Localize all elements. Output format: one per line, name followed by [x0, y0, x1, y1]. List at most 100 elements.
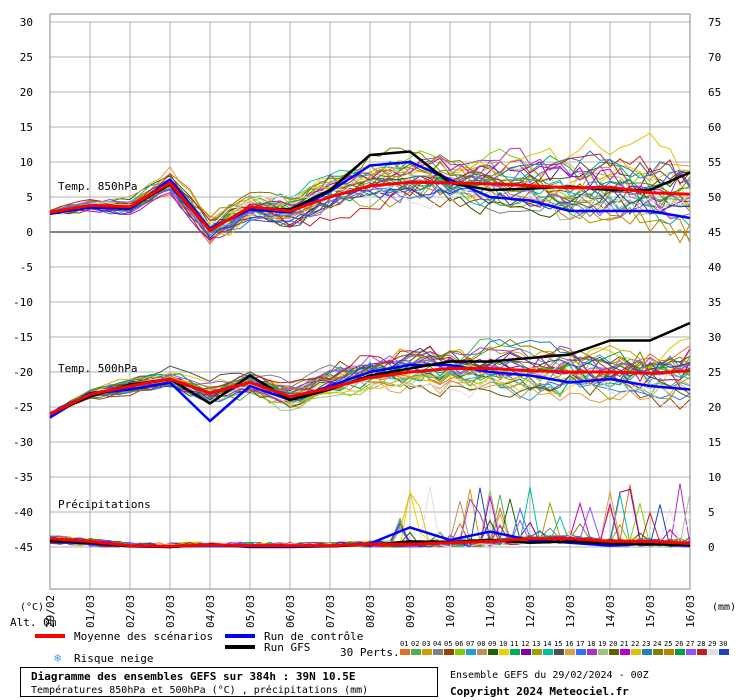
member-t500-line: [49, 345, 691, 416]
x-tick-date: 08/03: [364, 595, 377, 628]
x-tick-date: 13/03: [564, 595, 577, 628]
legend-pert-number: 16: [565, 640, 573, 648]
legend-pert-swatch: [444, 649, 454, 655]
legend-pert-swatch: [719, 649, 729, 655]
y-tick-right: 65: [708, 86, 721, 99]
legend-pert-number: 10: [499, 640, 507, 648]
series-t850-line: [49, 180, 691, 233]
legend-snow-label: Risque neige: [74, 652, 153, 665]
legend-pert-number: 22: [631, 640, 639, 648]
x-tick-date: 01/03: [84, 595, 97, 628]
label-t850: Temp. 850hPa: [58, 180, 137, 193]
x-tick-date: 02/03: [124, 595, 137, 628]
x-tick-date: 16/03: [684, 595, 697, 628]
footer-title: Diagramme des ensembles GEFS sur 384h : …: [31, 670, 356, 683]
legend-pert-swatch: [664, 649, 674, 655]
x-tick-date: 07/03: [324, 595, 337, 628]
legend-pert-swatch: [642, 649, 652, 655]
member-t500-line: [49, 347, 691, 415]
legend-pert-swatch: [587, 649, 597, 655]
run-info: Ensemble GEFS du 29/02/2024 - 00Z: [450, 670, 649, 681]
y-tick-right: 70: [708, 51, 721, 64]
y-tick-right: 0: [708, 541, 715, 554]
legend-pert-swatch: [609, 649, 619, 655]
y-tick-left: -35: [13, 471, 33, 484]
y-tick-right: 40: [708, 261, 721, 274]
plot-frame: [49, 13, 691, 590]
legend-pert-number: 23: [642, 640, 650, 648]
legend-pert-swatch: [466, 649, 476, 655]
legend-mean-label: Moyenne des scénarios: [74, 630, 213, 643]
y-tick-right: 60: [708, 121, 721, 134]
legend-pert-number: 02: [411, 640, 419, 648]
x-tick-date: 15/03: [644, 595, 657, 628]
footer-title-box: Diagramme des ensembles GEFS sur 384h : …: [20, 667, 438, 697]
y-tick-left: 10: [20, 156, 33, 169]
legend-pert-swatch: [543, 649, 553, 655]
legend-pert-swatch: [477, 649, 487, 655]
y-tick-left: -20: [13, 366, 33, 379]
label-t500: Temp. 500hPa: [58, 362, 137, 375]
y-tick-left: 15: [20, 121, 33, 134]
y-tick-right: 10: [708, 471, 721, 484]
legend-pert-number: 04: [433, 640, 441, 648]
legend-pert-swatch: [510, 649, 520, 655]
legend-pert-number: 19: [598, 640, 606, 648]
x-tick-date: 03/03: [164, 595, 177, 628]
x-tick-date: 10/03: [444, 595, 457, 628]
y-tick-left: 25: [20, 51, 33, 64]
member-t500-line: [49, 355, 691, 415]
legend-pert-swatch: [499, 649, 509, 655]
series-t500-line: [49, 363, 691, 423]
legend-pert-number: 07: [466, 640, 474, 648]
y-unit-right: (mm): [712, 602, 736, 613]
y-tick-right: 55: [708, 156, 721, 169]
legend-pert-number: 29: [708, 640, 716, 648]
legend-pert-number: 30: [719, 640, 727, 648]
legend-pert-number: 06: [455, 640, 463, 648]
y-tick-left: 20: [20, 86, 33, 99]
legend-control-label: Run de contrôle: [264, 630, 363, 643]
copyright: Copyright 2024 Meteociel.fr: [450, 685, 629, 698]
legend-pert-number: 03: [422, 640, 430, 648]
legend-pert-number: 26: [675, 640, 683, 648]
legend-pert-number: 12: [521, 640, 529, 648]
legend-pert-swatch: [433, 649, 443, 655]
main-series: [49, 150, 691, 549]
legend-pert-number: 24: [653, 640, 661, 648]
legend-pert-swatch: [411, 649, 421, 655]
legend-pert-number: 20: [609, 640, 617, 648]
member-t850-line: [49, 150, 691, 233]
y-tick-right: 25: [708, 366, 721, 379]
series-t500-line: [49, 367, 691, 416]
x-tick-date: 12/03: [524, 595, 537, 628]
y-tick-left: -25: [13, 401, 33, 414]
x-tick-date: 29/02: [44, 595, 57, 628]
x-tick-date: 06/03: [284, 595, 297, 628]
legend-pert-swatch: [686, 649, 696, 655]
legend-gfs-label: Run GFS: [264, 641, 310, 654]
y-tick-left: 0: [26, 226, 33, 239]
member-t500-line: [49, 359, 691, 415]
legend-pert-swatch: [598, 649, 608, 655]
y-tick-left: -45: [13, 541, 33, 554]
legend-pert-swatch: [576, 649, 586, 655]
legend-pert-number: 25: [664, 640, 672, 648]
legend-pert-number: 14: [543, 640, 551, 648]
legend-pert-number: 11: [510, 640, 518, 648]
y-tick-left: -5: [20, 261, 33, 274]
y-tick-right: 50: [708, 191, 721, 204]
chart-legend: Moyenne des scénarios Run de contrôleRun …: [35, 630, 729, 665]
member-t850-line: [49, 153, 691, 228]
x-tick-date: 14/03: [604, 595, 617, 628]
y-tick-left: 5: [26, 191, 33, 204]
y-tick-right: 45: [708, 226, 721, 239]
legend-pert-number: 09: [488, 640, 496, 648]
legend-pert-swatch: [488, 649, 498, 655]
legend-pert-swatch: [653, 649, 663, 655]
member-t850-line: [49, 132, 691, 238]
legend-pert-swatch: [620, 649, 630, 655]
y-tick-left: 30: [20, 16, 33, 29]
x-tick-date: 11/03: [484, 595, 497, 628]
